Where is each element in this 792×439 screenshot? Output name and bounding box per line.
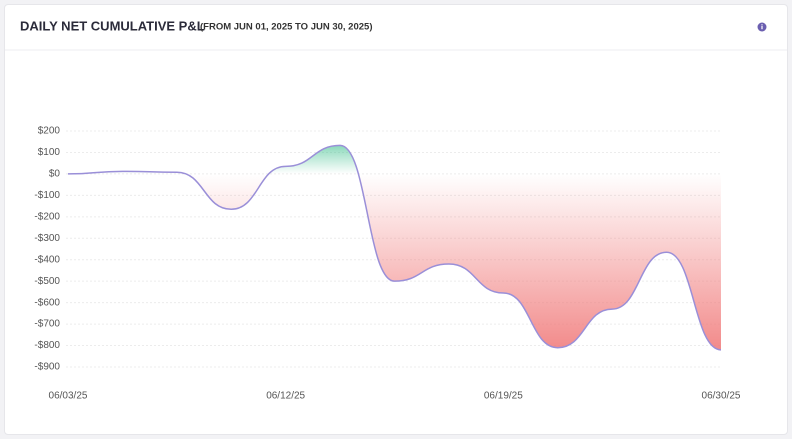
y-tick-label: -$600	[34, 297, 60, 308]
y-tick-label: -$900	[34, 362, 60, 373]
y-tick-label: -$800	[34, 340, 60, 351]
info-icon-glyph	[761, 24, 763, 26]
y-tick-label: $100	[38, 147, 61, 158]
info-icon-glyph	[761, 26, 763, 30]
x-tick-label: 06/30/25	[702, 391, 741, 402]
y-tick-label: -$700	[34, 319, 60, 330]
y-tick-label: $200	[38, 126, 61, 137]
y-tick-label: $0	[49, 169, 61, 180]
y-tick-label: -$300	[34, 233, 60, 244]
x-tick-label: 06/12/25	[266, 391, 305, 402]
line	[67, 144, 722, 351]
y-tick-label: -$500	[34, 276, 60, 287]
y-tick-label: -$400	[34, 254, 60, 265]
x-tick-label: 06/03/25	[49, 391, 88, 402]
chart-subtitle: (FROM JUN 01, 2025 TO JUN 30, 2025)	[200, 22, 372, 33]
area	[68, 145, 721, 350]
chart-title: DAILY NET CUMULATIVE P&L	[20, 18, 205, 33]
x-tick-label: 06/19/25	[484, 391, 523, 402]
y-tick-label: -$100	[34, 190, 60, 201]
y-tick-label: -$200	[34, 211, 60, 222]
